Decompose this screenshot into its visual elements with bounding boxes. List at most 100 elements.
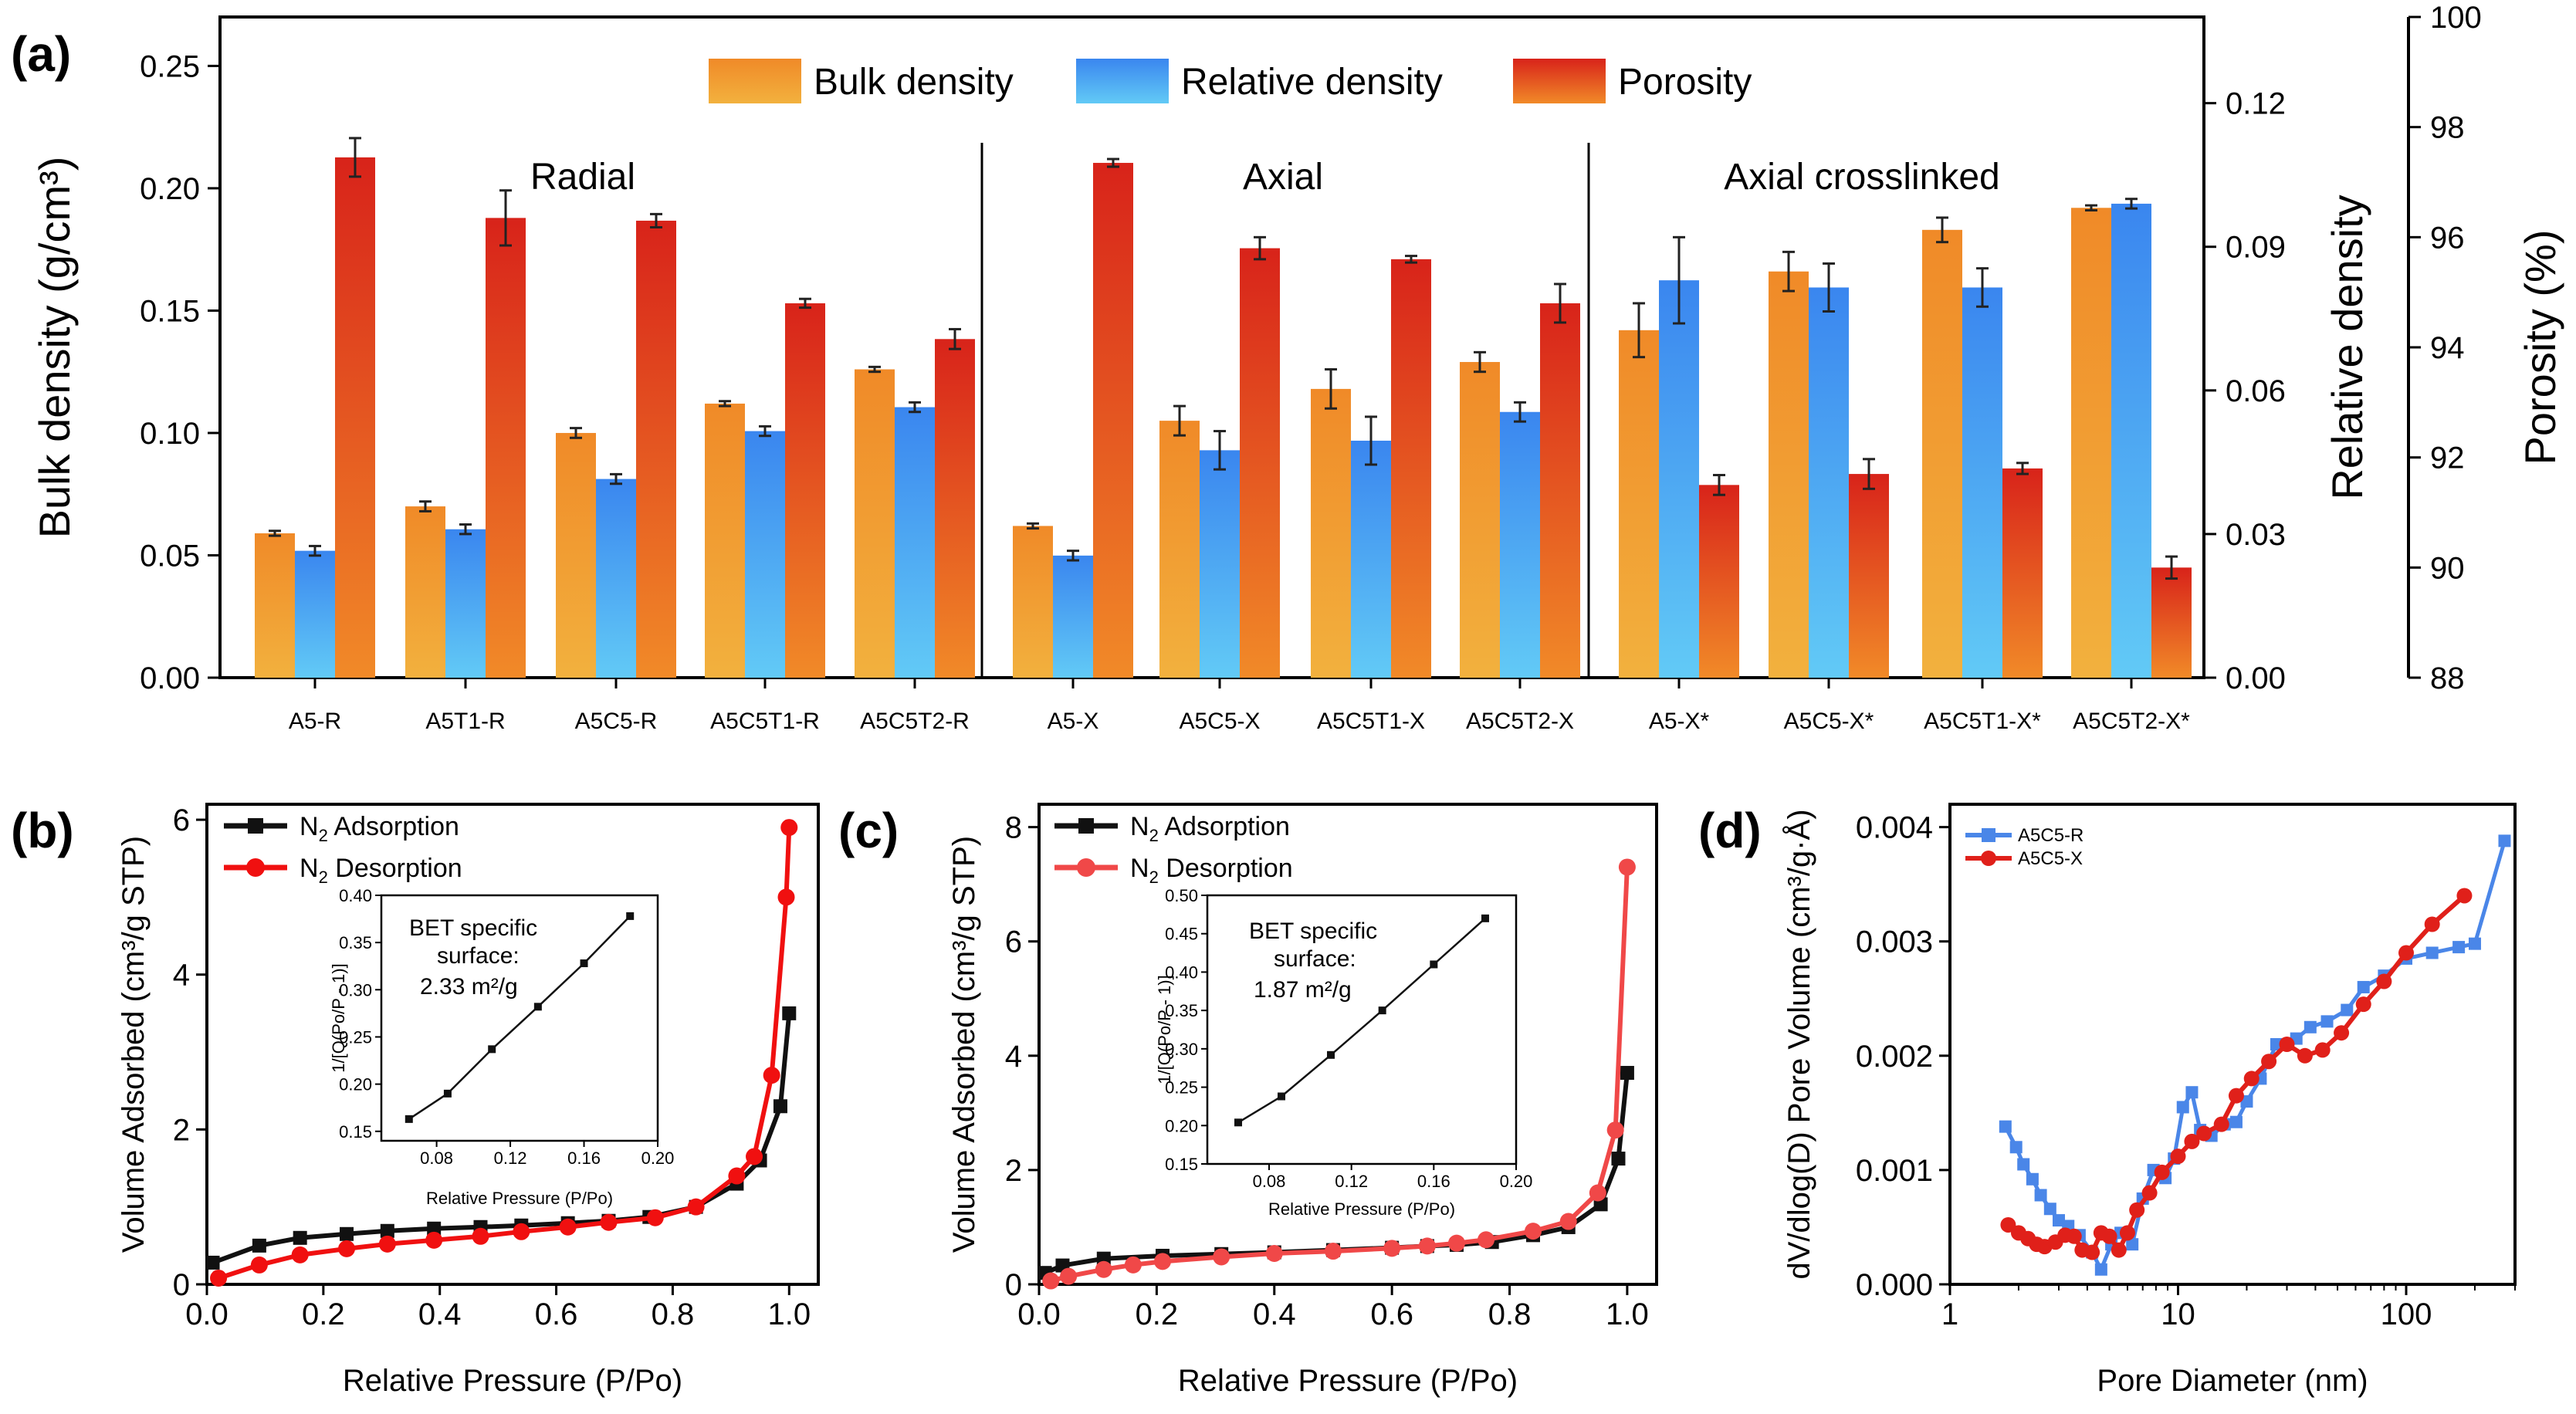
c-point-des-9 — [1324, 1243, 1342, 1260]
d-point-r-18 — [2176, 1101, 2189, 1114]
d-point-x-14 — [2129, 1202, 2145, 1218]
d-xlabel: Pore Diameter (nm) — [2097, 1364, 2368, 1398]
b-point-des-15 — [250, 1256, 268, 1274]
b-inset-xtick-label-0.12: 0.12 — [494, 1148, 527, 1168]
c-xtick-label-0.6: 0.6 — [1370, 1297, 1413, 1331]
d-point-x-11 — [2101, 1228, 2117, 1244]
bar-por-A5C5-X* — [1849, 474, 1889, 678]
c-point-des-8 — [1383, 1240, 1401, 1257]
b-legend-marker-des — [246, 858, 265, 877]
a-y3tick-label-100: 100 — [2430, 1, 2482, 35]
b-point-des-2 — [763, 1067, 780, 1084]
d-point-x-12 — [2111, 1242, 2127, 1258]
panel-d-frame — [1948, 803, 2517, 1286]
b-point-des-10 — [472, 1227, 489, 1245]
b-inset-ytick-label-0.35: 0.35 — [339, 933, 372, 952]
b-inset-point-bet-2 — [488, 1045, 496, 1054]
bar-por-A5C5T2-R — [935, 339, 975, 678]
bar-rel-A5C5T1-X* — [1962, 287, 2002, 678]
b-inset-ytick-label-0.25: 0.25 — [339, 1027, 372, 1047]
c-xlabel: Relative Pressure (P/Po) — [1178, 1364, 1518, 1398]
bar-rel-A5C5T1-X — [1351, 440, 1391, 678]
panel-b-label: (b) — [11, 803, 74, 858]
panel-d-pore-distribution: 1 10 100 0.000 0.001 0.002 0.003 0.004 Pore Dia… — [1782, 803, 2517, 1398]
d-xtick-label-1: 1 — [1941, 1297, 1958, 1331]
a-y3tick-label-90: 90 — [2430, 551, 2465, 585]
b-point-des-1 — [777, 888, 795, 906]
a-ytick-label-0.20: 0.20 — [140, 172, 200, 206]
panel-b-isotherm: 0.0 0.2 0.4 0.6 0.8 1.0 0 2 4 6 Relative Pressure… — [117, 803, 820, 1398]
bar-bulk-A5C5T1-X* — [1922, 229, 1962, 678]
b-point-ads-5 — [427, 1221, 442, 1236]
d-point-x-25 — [2297, 1047, 2313, 1064]
bar-por-A5C5-R — [636, 220, 676, 678]
a-xtick-label-A5C5T1-R: A5C5T1-R — [710, 709, 820, 734]
bar-rel-A5C5T1-R — [745, 431, 785, 678]
c-xtick-label-1.0: 1.0 — [1606, 1297, 1649, 1331]
d-xtick-label-10: 10 — [2161, 1297, 2195, 1331]
a-xtick-label-A5C5T2-X: A5C5T2-X — [1466, 709, 1574, 734]
d-point-x-13 — [2119, 1225, 2135, 1241]
d-point-x-17 — [2170, 1148, 2186, 1165]
c-inset-xlabel: Relative Pressure (P/Po) — [1268, 1199, 1455, 1219]
a-y2tick-label-0.12: 0.12 — [2226, 87, 2286, 121]
d-ylabel: dV/dlog(D) Pore Volume (cm³/g·Å) — [1782, 809, 1816, 1279]
b-inset-text-1: BET specific — [409, 915, 537, 941]
bar-por-A5C5T1-R — [785, 303, 825, 678]
bar-bulk-A5C5T2-X* — [2071, 208, 2111, 678]
c-inset-text-2: surface: — [1274, 946, 1356, 972]
b-inset-ytick-label-0.15: 0.15 — [339, 1122, 372, 1142]
bar-por-A5-X — [1093, 163, 1133, 678]
a-xtick-label-A5C5T1-X*: A5C5T1-X* — [1924, 709, 2041, 734]
d-point-r-1 — [2009, 1141, 2023, 1154]
b-inset-ytick-label-0.20: 0.20 — [339, 1075, 372, 1094]
a-y2tick-label-0.00: 0.00 — [2226, 661, 2286, 695]
legend-label-rel: Relative density — [1181, 62, 1443, 103]
d-point-r-6 — [2052, 1214, 2065, 1227]
b-point-des-16 — [210, 1269, 228, 1287]
bar-rel-A5T1-R — [445, 529, 486, 678]
d-point-x-26 — [2314, 1042, 2331, 1058]
d-point-x-29 — [2376, 973, 2392, 989]
b-inset-text-3: 2.33 m²/g — [420, 974, 518, 1000]
b-point-ads-2 — [293, 1230, 307, 1245]
b-point-ads-4 — [380, 1223, 394, 1238]
panel-a-label: (a) — [11, 26, 71, 82]
a-xtick-label-A5T1-R: A5T1-R — [425, 709, 505, 734]
b-xtick-label-0.2: 0.2 — [302, 1297, 345, 1331]
a-xtick-label-A5C5-X*: A5C5-X* — [1784, 709, 1874, 734]
b-ytick-label-2: 2 — [173, 1113, 190, 1147]
bar-bulk-A5C5T1-X — [1311, 388, 1351, 678]
bar-rel-A5C5-R — [596, 479, 636, 678]
bar-bulk-A5C5T1-R — [705, 403, 745, 678]
d-legend-label-x: A5C5-X — [2018, 848, 2083, 869]
legend-label-por: Porosity — [1618, 62, 1752, 103]
a-y2tick-label-0.09: 0.09 — [2226, 231, 2286, 265]
d-legend-marker-r — [1982, 828, 1995, 842]
group-label-axial: Axial — [1243, 157, 1323, 198]
c-point-des-7 — [1418, 1237, 1436, 1255]
c-point-des-5 — [1478, 1231, 1495, 1249]
c-point-des-16 — [1042, 1272, 1060, 1290]
c-inset-point-bet-2 — [1327, 1050, 1335, 1059]
c-inset-point-bet-1 — [1278, 1092, 1285, 1101]
a-xtick-label-A5-R: A5-R — [289, 709, 341, 734]
d-point-x-22 — [2243, 1071, 2260, 1087]
c-legend-label-ads: N2 Adsorption — [1130, 812, 1290, 845]
legend-swatch-rel — [1076, 59, 1169, 103]
a-xtick-label-A5C5T1-X: A5C5T1-X — [1317, 709, 1425, 734]
c-point-ads-15 — [1620, 1066, 1634, 1081]
b-xtick-label-0.6: 0.6 — [535, 1297, 578, 1331]
c-ytick-label-8: 8 — [1005, 811, 1022, 845]
bar-rel-A5-X* — [1659, 280, 1699, 678]
c-point-des-3 — [1559, 1213, 1577, 1230]
a-y2tick-label-0.03: 0.03 — [2226, 518, 2286, 552]
c-inset-ytick-label-0.20: 0.20 — [1165, 1116, 1198, 1135]
c-point-des-4 — [1525, 1223, 1542, 1240]
b-point-des-9 — [513, 1223, 530, 1240]
d-point-x-9 — [2084, 1244, 2100, 1260]
d-legend-marker-x — [1981, 851, 1996, 866]
b-inset-xtick-label-0.16: 0.16 — [567, 1148, 601, 1168]
d-point-r-31 — [2341, 1003, 2354, 1017]
b-xtick-label-1.0: 1.0 — [767, 1297, 811, 1331]
